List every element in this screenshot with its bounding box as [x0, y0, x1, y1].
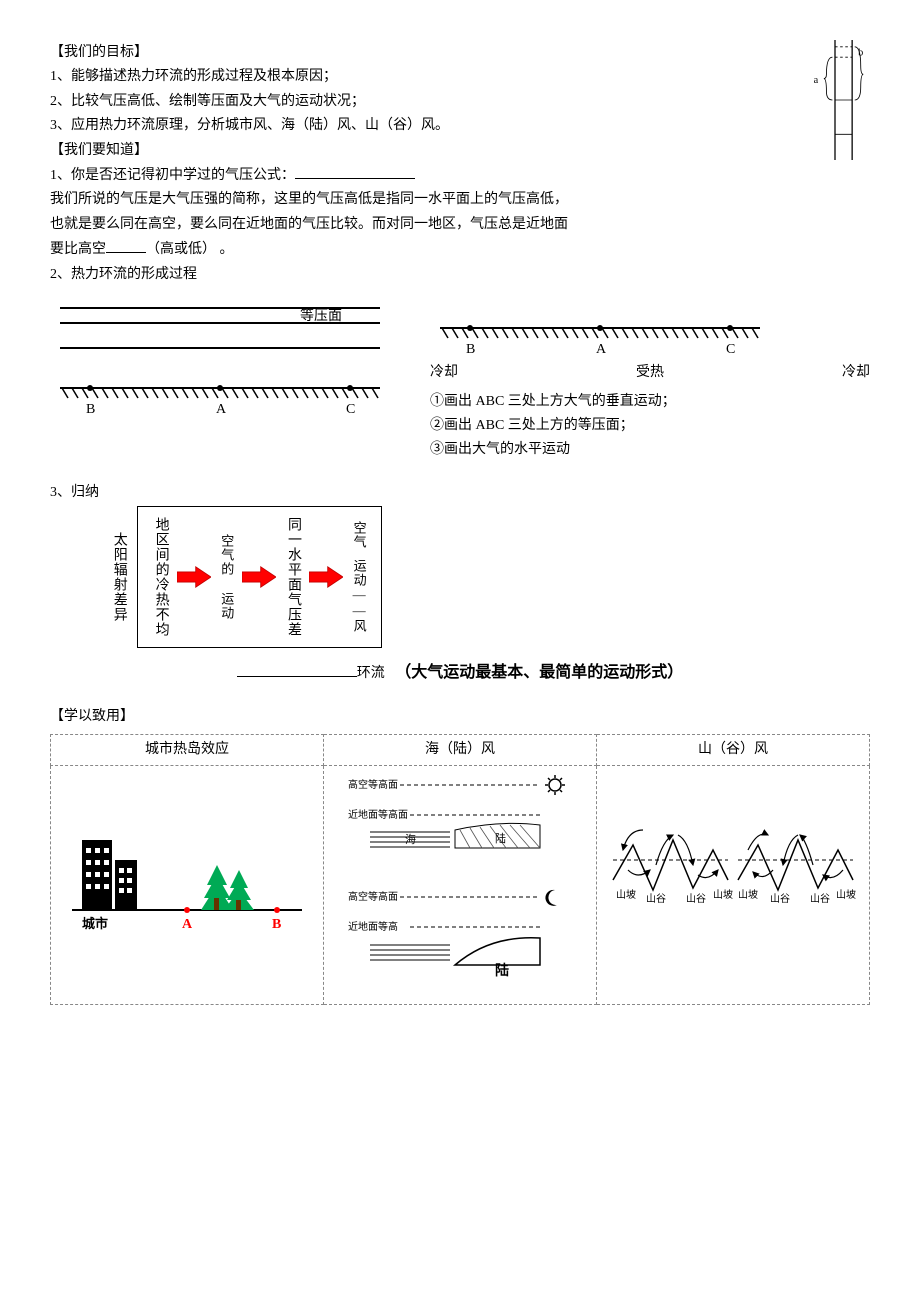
moon-icon	[545, 890, 557, 906]
land-label: 陆	[495, 831, 506, 845]
flow-col2: 地区间的冷热不均	[152, 517, 169, 637]
apply-hdr-3: 山（谷）风	[597, 735, 870, 766]
sea-high-iso2: 高空等高面	[348, 890, 398, 903]
bracket-diagram: b a	[800, 40, 870, 160]
city-B: B	[272, 917, 281, 932]
flow-col1: 太阳辐射差异	[110, 532, 127, 622]
right-C: C	[726, 342, 735, 357]
apply-hdr-2: 海（陆）风	[324, 735, 597, 766]
flow-col4: 同一水平面气压差	[284, 517, 301, 637]
isobaric-label: 等压面	[300, 307, 342, 324]
slope-r2: 山坡	[836, 888, 856, 901]
know-q1-body3: 要比高空（高或低） 。	[50, 238, 790, 261]
instr-1: ①画出 ABC 三处上方大气的垂直运动；	[430, 390, 870, 414]
sea-surf-iso2: 近地面等高	[348, 920, 398, 933]
know-title: 【我们要知道】	[50, 140, 790, 162]
arrow-icon	[177, 566, 211, 588]
cell-sea: 高空等高面 近地面等高面	[324, 766, 597, 1005]
goal-item-2: 2、比较气压高低、绘制等压面及大气的运动状况；	[50, 91, 790, 113]
goal-item-3: 3、应用热力环流原理，分析城市风、海（陆）风、山（谷）风。	[50, 115, 790, 137]
flow-caption-strong: （大气运动最基本、最简单的运动形式）	[395, 664, 683, 681]
isobaric-right: B A C 冷却 受热 冷却 ①画出 ABC 三处上方大气的垂直运动； ②画出 …	[430, 298, 870, 462]
goals-title: 【我们的目标】	[50, 42, 790, 64]
left-C: C	[346, 402, 355, 417]
instr-3: ③画出大气的水平运动	[430, 438, 870, 462]
sea-label: 海	[405, 832, 416, 846]
summary-title: 3、归纳	[50, 482, 870, 504]
isobaric-left: 等压面 B A C	[50, 298, 390, 418]
cell-city: 城市 A B	[51, 766, 324, 1005]
city-A: A	[182, 917, 193, 932]
land-label2: 陆	[495, 963, 509, 979]
flow-caption: 环流 （大气运动最基本、最简单的运动形式）	[50, 660, 870, 686]
sun-icon	[545, 775, 565, 795]
valley-l2: 山谷	[686, 893, 706, 905]
blank-formula	[295, 164, 415, 179]
slope-l1: 山坡	[616, 888, 636, 901]
know-q1-prefix: 1、你是否还记得初中学过的气压公式：	[50, 168, 295, 183]
flow-col5-top: 空气	[351, 521, 367, 549]
flow-col5-bot: 运动——风	[351, 559, 367, 633]
sea-high-iso: 高空等高面	[348, 778, 398, 791]
apply-table: 城市热岛效应 海（陆）风 山（谷）风	[50, 734, 870, 1005]
know-q1: 1、你是否还记得初中学过的气压公式：	[50, 164, 790, 187]
bracket-b: b	[858, 47, 863, 58]
apply-hdr-1: 城市热岛效应	[51, 735, 324, 766]
right-A: A	[596, 342, 607, 357]
flow-box: 地区间的冷热不均 空气的 运动 同一水平面气压差 空气 运动——风	[137, 506, 382, 648]
label-heat: 受热	[636, 362, 664, 384]
slope-r1: 山坡	[738, 888, 758, 901]
left-A: A	[216, 402, 227, 417]
cell-mountain: 山坡 山谷 山谷 山坡 山坡 山谷 山谷 山坡	[597, 766, 870, 1005]
sea-surf-iso: 近地面等高面	[348, 808, 408, 821]
flow-col3-top: 空气的	[219, 534, 235, 576]
city-label: 城市	[82, 916, 108, 931]
goal-item-1: 1、能够描述热力环流的形成过程及根本原因；	[50, 66, 790, 88]
left-B: B	[86, 402, 95, 417]
arrow-icon	[309, 566, 343, 588]
instr-2: ②画出 ABC 三处上方的等压面；	[430, 414, 870, 438]
know-q2: 2、热力环流的形成过程	[50, 264, 790, 286]
apply-title: 【学以致用】	[50, 706, 870, 728]
bracket-a: a	[814, 75, 819, 86]
slope-l2: 山坡	[713, 888, 733, 901]
know-q1-body1: 我们所说的气压是大气压强的简称，这里的气压高低是指同一水平面上的气压高低，	[50, 189, 790, 211]
label-cool-1: 冷却	[430, 362, 458, 384]
valley-r1: 山谷	[770, 893, 790, 905]
valley-r2: 山谷	[810, 893, 830, 905]
blank-circulation	[237, 662, 357, 677]
right-B: B	[466, 342, 475, 357]
flow-col3-bot: 运动	[219, 592, 235, 620]
arrow-icon	[242, 566, 276, 588]
know-q1-body2: 也就是要么同在高空，要么同在近地面的气压比较。而对同一地区，气压总是近地面	[50, 214, 790, 236]
blank-highlow	[106, 238, 146, 253]
label-cool-2: 冷却	[842, 362, 870, 384]
valley-l1: 山谷	[646, 893, 666, 905]
